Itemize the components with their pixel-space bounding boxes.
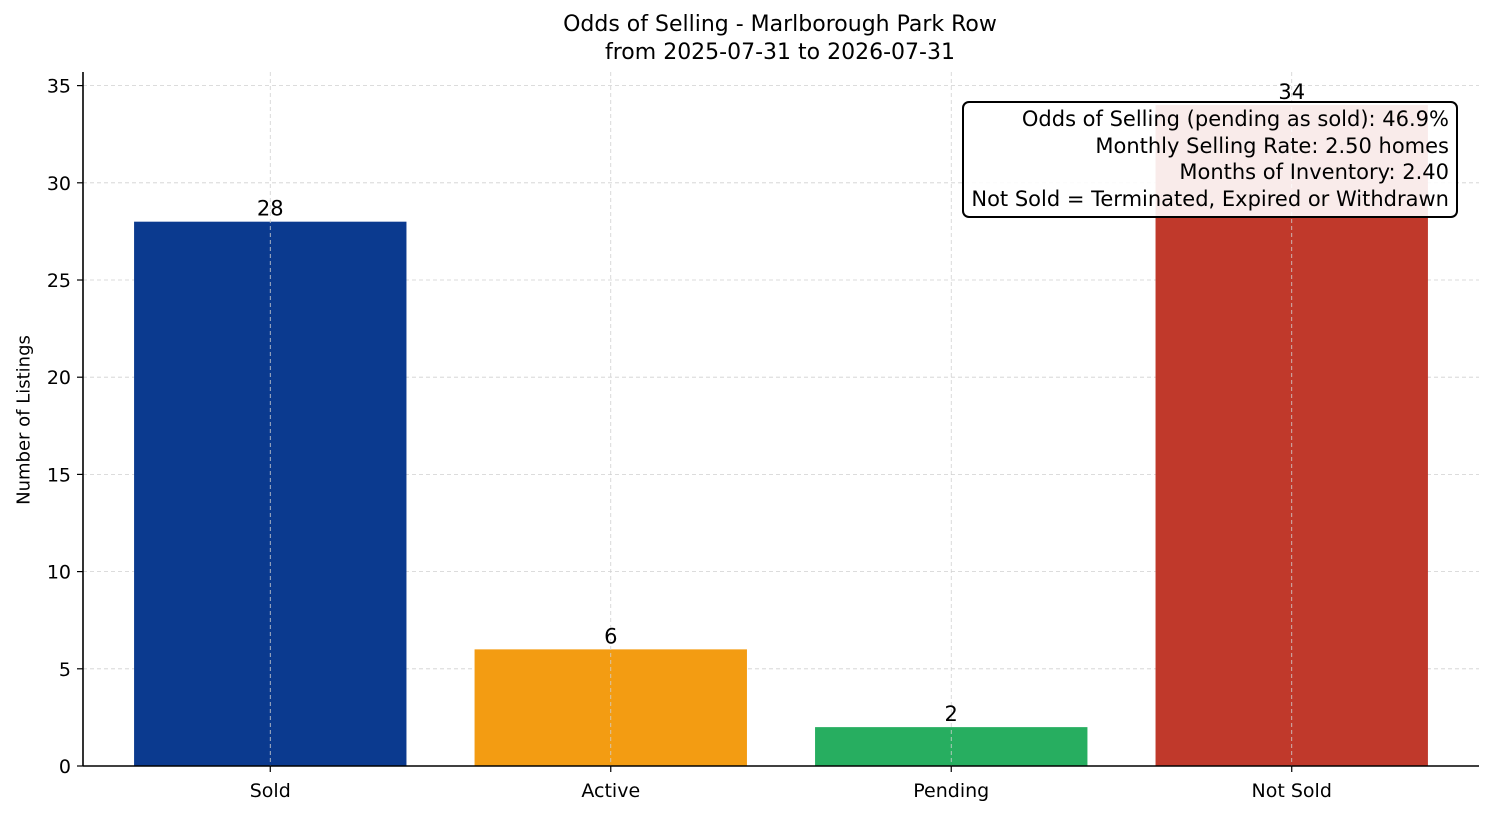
y-axis-label: Number of Listings (13, 335, 35, 505)
y-tick-label: 25 (47, 270, 71, 292)
y-tick-label: 35 (47, 76, 71, 98)
x-tick-label: Pending (913, 780, 989, 802)
bar-value-label: 34 (1278, 80, 1305, 104)
y-tick-label: 15 (47, 464, 71, 486)
y-tick-label: 30 (47, 173, 71, 195)
bar-value-label: 2 (945, 702, 958, 726)
y-tick-label: 5 (59, 659, 71, 681)
monthly-selling-rate-text: Monthly Selling Rate: 2.50 homes (1095, 133, 1449, 158)
bar-value-label: 6 (604, 624, 617, 648)
bar-value-label: 28 (257, 197, 284, 221)
x-tick-label: Active (581, 780, 640, 802)
chart-title: Odds of Selling - Marlborough Park Row (563, 12, 997, 37)
chart-subtitle: from 2025-07-31 to 2026-07-31 (605, 40, 955, 65)
not-sold-definition-text: Not Sold = Terminated, Expired or Withdr… (971, 186, 1449, 211)
y-tick-label: 0 (59, 756, 71, 778)
stats-annotation-box: Odds of Selling (pending as sold): 46.9%… (962, 101, 1458, 219)
y-tick-label: 20 (47, 367, 71, 389)
bar-active (474, 649, 747, 766)
x-tick-label: Not Sold (1252, 780, 1332, 802)
y-tick-label: 10 (47, 562, 71, 584)
months-of-inventory-text: Months of Inventory: 2.40 (1179, 160, 1449, 185)
odds-of-selling-text: Odds of Selling (pending as sold): 46.9% (1021, 107, 1449, 131)
x-tick-label: Sold (250, 780, 291, 802)
